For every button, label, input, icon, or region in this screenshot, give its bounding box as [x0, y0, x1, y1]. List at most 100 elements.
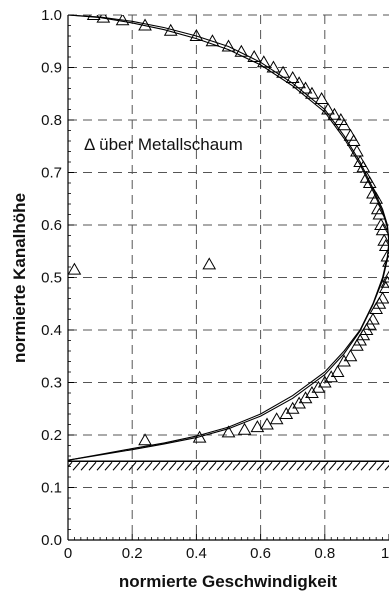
wall-hatch [160, 461, 169, 471]
data-point-triangle [380, 249, 389, 262]
y-tick-label: 0.6 [41, 217, 62, 234]
wall-hatch [144, 461, 153, 471]
axis-ticks [67, 14, 389, 541]
data-point-triangle [279, 406, 294, 419]
data-point-triangle [266, 60, 281, 73]
wall-hatch [192, 461, 201, 471]
annotation-text: Δ über Metallschaum [84, 135, 243, 154]
wall-hatch [152, 461, 161, 471]
wall-hatch [344, 461, 353, 471]
data-point-triangle [221, 39, 236, 52]
wall-hatch [264, 461, 273, 471]
data-point-triangle [202, 257, 217, 270]
wall-hatch [136, 461, 145, 471]
wall-hatch [248, 461, 257, 471]
wall-hatch [304, 461, 313, 471]
wall-hatch [272, 461, 281, 471]
y-tick-label: 0.0 [41, 532, 62, 549]
x-axis-label: normierte Geschwindigkeit [119, 572, 338, 591]
data-point-triangle [260, 417, 274, 430]
x-tick-label: 0 [64, 545, 72, 562]
data-point-triangle [374, 217, 388, 230]
wall-hatch [368, 461, 377, 471]
wall-hatch [224, 461, 233, 471]
data-point-triangle [292, 76, 306, 89]
wall-hatch [256, 461, 265, 471]
series-line-1 [68, 15, 389, 461]
data-point-triangle [324, 370, 339, 383]
data-point-triangle [269, 412, 284, 425]
y-axis-label: normierte Kanalhöhe [10, 193, 29, 363]
y-tick-label: 0.8 [41, 112, 62, 129]
data-point-triangle [96, 15, 111, 23]
wall-hatch [360, 461, 369, 471]
data-point-triangle [285, 70, 300, 83]
wall-hatch [352, 461, 361, 471]
y-tick-labels: 0.0 0.1 0.2 0.3 0.4 0.5 0.6 0.7 0.8 0.9 1.0 [41, 7, 62, 549]
data-point-triangle [369, 301, 384, 314]
data-point-triangle [192, 430, 207, 443]
data-point-triangle [285, 401, 300, 414]
x-tick-label: 0.8 [314, 545, 335, 562]
wall-hatch [216, 461, 225, 471]
wall-hatch [112, 461, 121, 471]
data-point-triangle [205, 34, 220, 47]
data-point-triangle [311, 380, 326, 393]
wall-hatch [80, 461, 89, 471]
data-point-triangle [221, 425, 236, 438]
y-tick-label: 0.1 [41, 480, 62, 497]
y-tick-label: 0.3 [41, 375, 62, 392]
data-point-triangle [292, 396, 306, 409]
data-point-triangle [377, 233, 389, 246]
x-tick-label: 0.2 [122, 545, 143, 562]
data-point-triangle [314, 91, 329, 104]
data-point-triangle [321, 102, 335, 115]
wall-hatch [336, 461, 345, 471]
wall-hatch [184, 461, 193, 471]
data-point-triangle [68, 262, 82, 275]
x-tick-label: 0.4 [186, 545, 207, 562]
wall-hatch [104, 461, 113, 471]
y-tick-label: 0.4 [41, 322, 62, 339]
data-point-triangle [317, 375, 332, 388]
grid [68, 14, 389, 540]
data-point-triangle [382, 270, 389, 283]
data-point-triangle [337, 354, 351, 367]
data-point-triangle [298, 391, 313, 404]
wall-hatch [96, 461, 105, 471]
data-point-triangle [362, 175, 377, 188]
data-point-triangle [234, 44, 249, 57]
data-point-triangle [343, 349, 358, 362]
wall-hatch [376, 461, 385, 471]
x-tick-labels: 0 0.2 0.4 0.6 0.8 1 [64, 545, 389, 562]
wall-hatch [288, 461, 297, 471]
wall-hatch [88, 461, 97, 471]
wall-hatch [200, 461, 209, 471]
data-point-triangle [138, 18, 152, 31]
data-point-triangle [370, 202, 385, 215]
wall-hatch [280, 461, 289, 471]
data-point-triangle [163, 23, 178, 36]
data-point-triangle [276, 65, 290, 78]
data-point-triangle [346, 133, 361, 146]
data-point-triangle [372, 207, 387, 220]
data-point-triangle [138, 433, 152, 446]
x-tick-label: 0.6 [250, 545, 271, 562]
data-point-triangle [356, 160, 371, 173]
wall-hatch [72, 461, 81, 471]
y-tick-label: 0.2 [41, 427, 62, 444]
wall-hatch [320, 461, 329, 471]
x-tick-label: 1 [381, 545, 389, 562]
y-tick-label: 1.0 [41, 7, 62, 24]
series-markers [68, 15, 389, 446]
wall-hatch [232, 461, 241, 471]
wall-hatching [68, 460, 389, 471]
data-point-triangle [380, 275, 389, 288]
data-point-triangle [189, 28, 204, 41]
y-tick-label: 0.5 [41, 270, 62, 287]
data-point-triangle [237, 422, 252, 435]
y-tick-label: 0.9 [41, 60, 62, 77]
data-point-triangle [375, 223, 389, 236]
data-point-triangle [337, 118, 351, 131]
